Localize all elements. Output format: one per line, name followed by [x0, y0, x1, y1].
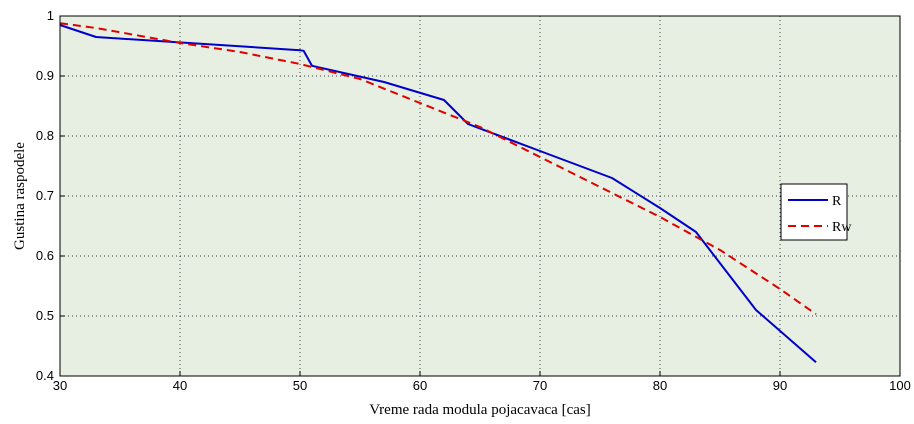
x-tick-label: 90 — [773, 378, 787, 393]
legend-label-rw: Rw — [832, 220, 852, 235]
x-tick-label: 60 — [413, 378, 427, 393]
y-tick-label: 0.7 — [36, 188, 54, 203]
y-axis-label: Gustina raspodele — [12, 142, 28, 250]
x-tick-label: 100 — [889, 378, 911, 393]
y-tick-label: 0.4 — [36, 368, 54, 383]
x-axis-label: Vreme rada modula pojacavaca [cas] — [369, 402, 590, 418]
grid-lines — [60, 16, 900, 376]
axis-ticks: 30 40 50 60 70 80 90 100 0.4 0.5 0.6 0.7 0.8 0.9 1 — [36, 8, 911, 393]
legend-label-r: R — [832, 194, 842, 209]
y-tick-label: 1 — [47, 8, 54, 23]
x-tick-label: 40 — [173, 378, 187, 393]
series-layer — [59, 22, 817, 363]
legend-box — [780, 183, 848, 241]
x-tick-label: 70 — [533, 378, 547, 393]
y-tick-label: 0.6 — [36, 248, 54, 263]
y-tick-label: 0.8 — [36, 128, 54, 143]
y-tick-label: 0.9 — [36, 68, 54, 83]
plot-frame — [59, 15, 901, 377]
x-tick-label: 30 — [53, 378, 67, 393]
y-tick-label: 0.5 — [36, 308, 54, 323]
legend: R Rw — [780, 183, 852, 241]
x-tick-label: 50 — [293, 378, 307, 393]
series-line-rw — [59, 22, 817, 316]
series-line-r — [59, 24, 817, 363]
x-tick-label: 80 — [653, 378, 667, 393]
